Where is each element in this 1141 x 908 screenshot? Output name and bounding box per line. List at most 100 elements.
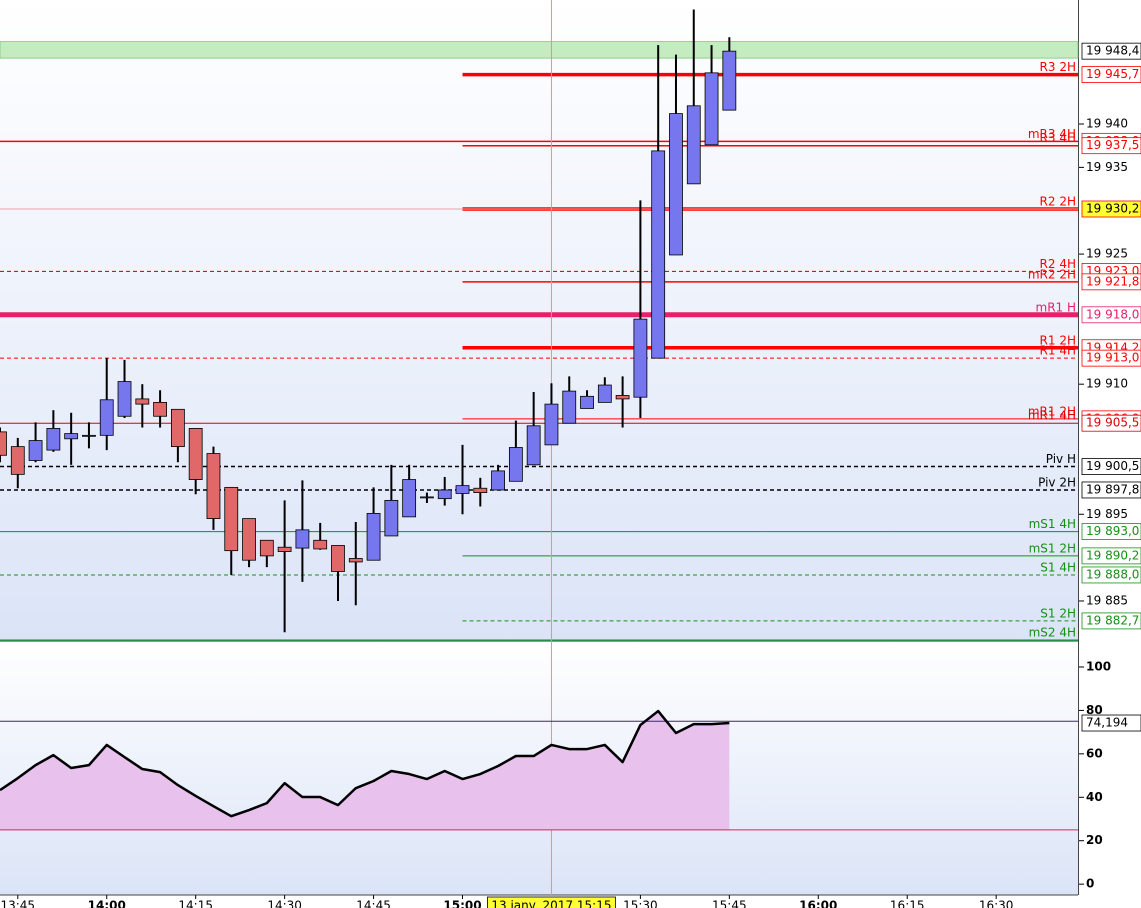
level-price-label: 19 888,0 xyxy=(1086,567,1139,581)
candle-body xyxy=(82,434,96,437)
candle-body xyxy=(615,395,630,400)
level-name: mR1 2H xyxy=(1028,404,1076,418)
y-tick-label: 19 910 xyxy=(1086,377,1128,391)
level-name: mR2 2H xyxy=(1028,267,1076,281)
level-price-box xyxy=(1081,349,1141,367)
level-name: mS1 2H xyxy=(1029,541,1076,555)
candle-body xyxy=(651,150,666,359)
level-price-box xyxy=(1081,137,1141,155)
level-name: mS1 4H xyxy=(1029,517,1076,531)
candle-body xyxy=(473,487,488,493)
candle-body xyxy=(597,384,612,403)
level-price-box xyxy=(1081,547,1141,565)
indicator-line xyxy=(0,709,730,818)
last-price-label: 19 948,4 xyxy=(1086,44,1139,58)
level-name: R2 4H xyxy=(1040,257,1076,271)
indicator-y-tick-label: 60 xyxy=(1086,746,1103,760)
candle-body xyxy=(313,539,328,550)
level-name: S1 4H xyxy=(1040,560,1076,574)
level-price-label: 19 905,5 xyxy=(1086,416,1139,430)
indicator-y-tick-label: 20 xyxy=(1086,833,1103,847)
indicator-last-label: 74,194 xyxy=(1086,716,1128,730)
level-name: R1 4H xyxy=(1040,344,1076,358)
level-price-label: 19 900,5 xyxy=(1086,459,1139,473)
level-name: S1 2H xyxy=(1040,606,1076,620)
candle-body xyxy=(170,408,185,448)
level-price-label: 19 890,2 xyxy=(1086,548,1139,562)
level-name: mR3 4H xyxy=(1028,127,1076,141)
x-tick-label: 13:45 xyxy=(0,899,35,908)
level-price-box xyxy=(1081,566,1141,584)
zone xyxy=(0,41,1079,59)
level-price-box xyxy=(1081,612,1141,630)
level-price-label: 19 913,0 xyxy=(1086,351,1139,365)
candle-body xyxy=(0,431,7,456)
candle-body xyxy=(455,485,470,494)
level-price-label: 19 930,2 xyxy=(1086,201,1139,215)
indicator-area xyxy=(0,711,730,830)
y-tick-label: 19 940 xyxy=(1086,117,1128,131)
candle-body xyxy=(491,470,505,491)
candle-body xyxy=(46,428,61,451)
level-name: R1 2H xyxy=(1040,333,1076,347)
candle-body xyxy=(722,50,737,111)
candle-body xyxy=(580,395,594,409)
indicator-y-tick-label: 0 xyxy=(1086,877,1094,891)
candle-body xyxy=(384,499,399,537)
level-name: Piv 2H xyxy=(1038,475,1076,489)
candle-body xyxy=(28,440,43,461)
level-price-box xyxy=(1081,481,1141,499)
level-price-box xyxy=(1081,414,1141,432)
candle-body xyxy=(295,529,310,549)
crosshair-date-box xyxy=(487,896,616,908)
candle-body xyxy=(259,539,274,557)
candle-body xyxy=(188,428,203,480)
y-tick-label: 19 895 xyxy=(1086,507,1128,521)
level-price-box xyxy=(1081,200,1141,218)
y-tick-label: 19 935 xyxy=(1086,160,1128,174)
x-tick-label: 15:30 xyxy=(623,899,658,908)
level-name: mR1 H xyxy=(1036,300,1077,314)
candle-body xyxy=(277,546,292,552)
candle-body xyxy=(64,433,79,440)
level-name: mR1 4H xyxy=(1028,409,1076,423)
candle-body xyxy=(206,453,221,519)
level-price-label: 19 921,8 xyxy=(1086,274,1139,288)
level-price-label: 19 937,5 xyxy=(1086,138,1139,152)
candle-body xyxy=(117,381,132,417)
level-name: Piv H xyxy=(1046,452,1076,466)
crosshair-date-label: 13 janv. 2017 15:15 xyxy=(491,899,611,908)
candle-body xyxy=(366,512,381,561)
level-price-label: 19 897,8 xyxy=(1086,482,1139,496)
x-tick-label: 15:45 xyxy=(712,899,747,908)
candle-body xyxy=(704,72,719,146)
last-price-box xyxy=(1081,42,1141,60)
y-tick-label: 19 925 xyxy=(1086,247,1128,261)
candle-body xyxy=(686,105,701,185)
level-price-box xyxy=(1081,523,1141,540)
level-name: R3 2H xyxy=(1040,60,1076,74)
candle-body xyxy=(544,403,559,446)
candle-body xyxy=(526,425,541,466)
candle-body xyxy=(420,496,434,499)
candle-body xyxy=(99,399,114,436)
candle-body xyxy=(633,318,648,398)
candle-body xyxy=(508,447,523,482)
candle-body xyxy=(331,545,345,572)
x-tick-label: 14:30 xyxy=(267,899,302,908)
x-tick-label: 14:15 xyxy=(178,899,213,908)
candle-body xyxy=(437,489,452,500)
candle-body xyxy=(224,486,239,552)
candle-body xyxy=(10,446,25,475)
x-tick-label: 14:45 xyxy=(356,899,391,908)
indicator-last-box xyxy=(1081,714,1141,732)
level-price-label: 19 918,0 xyxy=(1086,307,1139,321)
level-price-label: 19 882,7 xyxy=(1086,613,1139,627)
indicator-y-tick-label: 40 xyxy=(1086,790,1103,804)
y-tick-label: 19 885 xyxy=(1086,593,1128,607)
level-name: mS2 4H xyxy=(1029,626,1076,640)
candle-body xyxy=(402,479,417,518)
candle-body xyxy=(562,390,577,424)
